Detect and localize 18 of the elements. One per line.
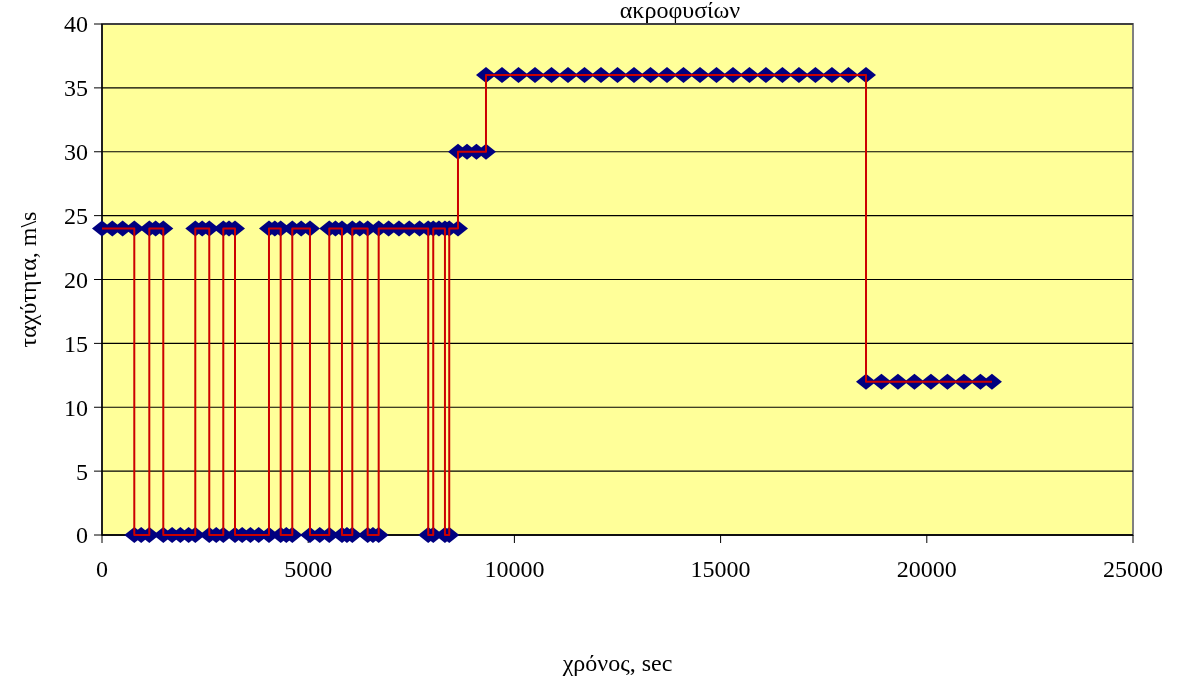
x-axis-title: χρόνος, sec [561,650,673,676]
x-tick-label: 25000 [1103,556,1163,582]
x-tick-label: 0 [96,556,108,582]
y-tick-label: 25 [64,203,88,230]
x-tick-label: 5000 [284,556,333,582]
y-tick-label: 5 [76,458,88,485]
y-tick-label: 40 [64,11,88,38]
x-tick-label: 20000 [896,556,957,582]
y-tick-label: 20 [64,266,88,293]
y-tick-label: 35 [64,75,88,102]
y-tick-label: 15 [64,330,88,357]
x-tick-label: 15000 [690,556,751,582]
chart-title: ακροφυσίων [619,0,741,23]
y-axis-title: ταχύτητα, m\s [15,211,41,348]
y-tick-label: 10 [64,394,88,421]
y-tick-label: 0 [76,522,88,549]
x-tick-label: 10000 [484,556,545,582]
y-tick-label: 30 [64,139,88,166]
